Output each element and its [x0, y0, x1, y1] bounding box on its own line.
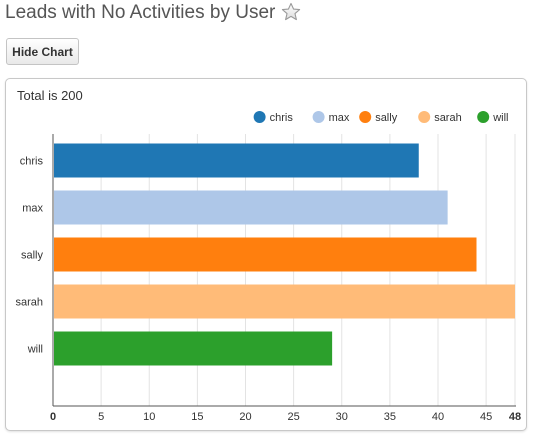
star-outline-icon[interactable]	[281, 2, 301, 22]
legend-dot-sally	[359, 111, 372, 123]
bar-will	[54, 331, 333, 366]
hide-chart-button[interactable]: Hide Chart	[6, 38, 79, 65]
x-tick-label: 25	[288, 411, 300, 423]
category-label-sally: sally	[21, 250, 44, 262]
legend-label-sarah: sarah	[434, 112, 462, 124]
x-tick-label: 45	[480, 411, 492, 423]
bar-max	[54, 190, 448, 225]
legend-dot-sarah	[418, 111, 431, 123]
leads-bar-chart: chris max sally sarah will 0 5 10 15 20 25 30 35 40 45…	[15, 111, 521, 423]
legend-dot-will	[477, 111, 490, 123]
x-tick-label: 15	[191, 411, 203, 423]
x-tick-label: 30	[336, 411, 348, 423]
legend-label-chris: chris	[270, 112, 294, 124]
bar-sally	[54, 237, 477, 272]
x-tick-label: 0	[50, 411, 56, 423]
bar-sarah	[54, 284, 515, 319]
legend-label-max: max	[329, 112, 350, 124]
legend-dot-max	[312, 111, 325, 123]
category-label-chris: chris	[20, 156, 44, 168]
x-tick-label: 10	[143, 411, 155, 423]
legend-label-will: will	[492, 112, 508, 124]
legend-label-sally: sally	[375, 112, 398, 124]
page-title: Leads with No Activities by User	[5, 2, 276, 23]
category-label-sarah: sarah	[15, 297, 43, 309]
x-tick-label: 5	[98, 411, 104, 423]
bar-chris	[54, 143, 419, 178]
category-label-will: will	[27, 344, 43, 356]
category-label-max: max	[22, 203, 43, 215]
x-tick-label: 48	[509, 411, 521, 423]
chart-panel: Total is 200 chris max sally sarah will 0 5 10 1…	[5, 78, 527, 431]
chart-total-label: Total is 200	[17, 88, 83, 103]
x-tick-label: 40	[432, 411, 444, 423]
page-header: Leads with No Activities by User	[5, 0, 301, 26]
x-tick-label: 35	[384, 411, 396, 423]
x-tick-label: 20	[239, 411, 251, 423]
legend-dot-chris	[253, 111, 266, 123]
